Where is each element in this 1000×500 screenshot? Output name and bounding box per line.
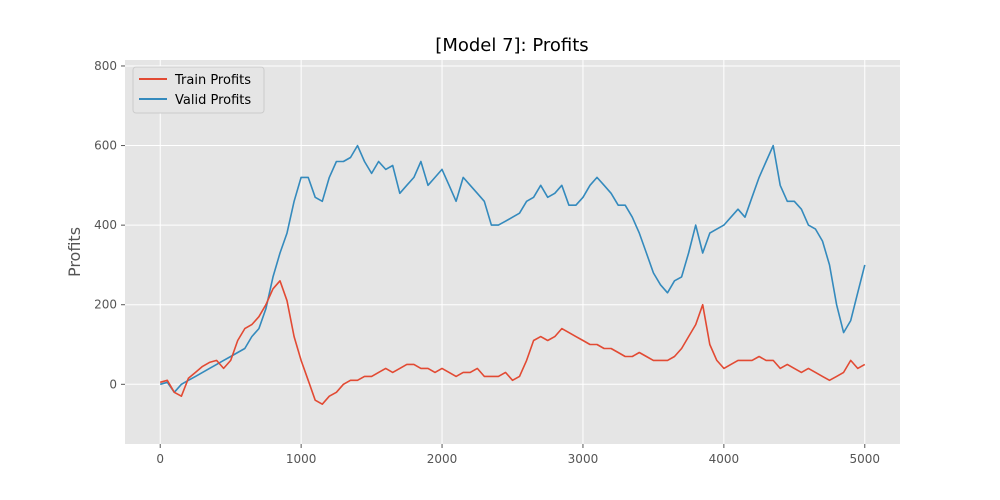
x-axis-ticks: 0 1000 2000 3000 4000 5000 [156,444,880,466]
y-axis-label: Profits [65,227,84,277]
x-tick-label: 5000 [849,452,880,466]
chart-title: [Model 7]: Profits [435,35,588,56]
y-tick-label: 600 [94,139,117,153]
y-tick-label: 200 [94,298,117,312]
x-tick-label: 3000 [568,452,599,466]
series-lines [159,144,866,406]
y-tick-label: 0 [109,377,117,391]
x-tick-label: 4000 [709,452,740,466]
series-line-train-profits [159,279,866,406]
y-tick-label: 400 [94,218,117,232]
legend-label-train: Train Profits [174,73,251,88]
legend-label-valid: Valid Profits [175,93,251,108]
y-axis-ticks: 0 200 400 600 800 [94,59,125,391]
series-line-valid-profits [159,144,866,394]
x-tick-label: 0 [156,452,164,466]
plot-area [125,60,900,444]
x-tick-label: 2000 [427,452,458,466]
y-tick-label: 800 [94,59,117,73]
grid-lines [125,60,900,444]
x-tick-label: 1000 [286,452,317,466]
legend: Train Profits Valid Profits [132,66,265,114]
